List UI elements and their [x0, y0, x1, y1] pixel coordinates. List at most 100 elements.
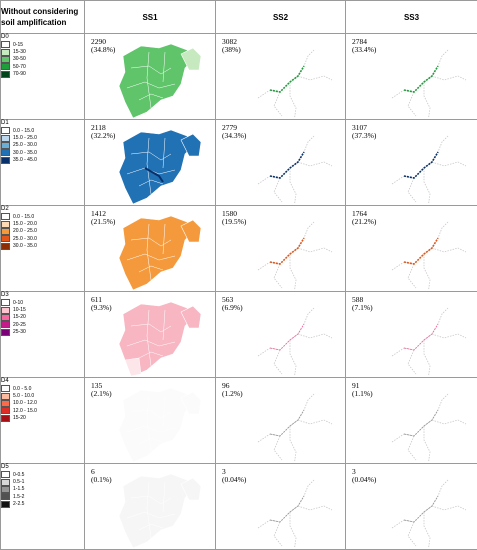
network-map	[391, 393, 467, 462]
damage-value: 2118 (32.2%)	[91, 124, 115, 140]
map-cell-ss2: 2779 (34.3%)	[215, 119, 346, 206]
legend-label: 15.0 - 20.0	[13, 221, 37, 228]
damage-percent: (0.04%)	[222, 475, 247, 484]
boundary-line	[162, 51, 166, 83]
map-cell-ss3: 3 (0.04%)	[345, 463, 477, 550]
district-region	[118, 129, 196, 204]
network-outline	[257, 135, 333, 204]
legend-label: 15.0 - 25.0	[13, 135, 37, 142]
map-cell-ss2: 3 (0.04%)	[215, 463, 346, 550]
network-map	[257, 393, 333, 462]
network-map	[391, 307, 467, 376]
damage-value: 135 (2.1%)	[91, 382, 112, 398]
district-lobe	[180, 477, 202, 501]
damaged-segment	[269, 323, 305, 351]
map-cell-ss1: 1412 (21.5%)	[84, 205, 216, 292]
damage-map	[118, 387, 202, 462]
damage-percent: (9.3%)	[91, 303, 112, 312]
damage-map	[118, 473, 202, 548]
damage-map	[391, 135, 467, 204]
district-map	[118, 473, 202, 548]
damage-count: 2784	[352, 37, 367, 46]
damaged-segment	[269, 151, 305, 179]
legend-label: 30.0 - 35.0	[13, 149, 37, 156]
district-map	[118, 129, 202, 204]
damage-count: 2118	[91, 123, 106, 132]
legend-title: D2	[1, 206, 9, 212]
boundary-line	[138, 437, 164, 445]
damage-percent: (21.2%)	[352, 217, 377, 226]
network-map	[391, 49, 467, 118]
legend-cell: D1 0.0 - 15.0 15.0 - 25.0 25.0 - 30.0 30.0 -…	[0, 119, 85, 206]
damaged-segment	[269, 237, 305, 265]
legend-swatch	[1, 134, 10, 142]
damaged-segment	[403, 409, 439, 437]
damage-value: 2290 (34.8%)	[91, 38, 115, 54]
legend-cell: D5 0-0.5 0.5-1 1-1.5 1.5-2 2-2.5	[0, 463, 85, 550]
legend-label: 35.0 - 45.0	[13, 157, 37, 164]
legend-swatch	[1, 500, 10, 508]
legend-label: 20-25	[13, 321, 26, 328]
header-row: Without considering soil amplification S…	[0, 0, 477, 34]
map-cell-ss1: 2290 (34.8%)	[84, 33, 216, 120]
district-lobe	[180, 133, 202, 157]
damage-row-d3: D3 0-10 10-15 15-20 20-25 25-30 611 (9.3%) 563 (6…	[0, 291, 477, 378]
damage-row-d0: D0 0-15 15-30 30-50 50-70 70-90 2290 (34.8%) 308…	[0, 33, 477, 120]
boundary-line	[146, 395, 152, 453]
legend-cell: D2 0.0 - 15.0 15.0 - 20.0 20.0 - 25.0 25.0 -…	[0, 205, 85, 292]
damage-count: 3	[222, 467, 226, 476]
damage-percent: (32.2%)	[91, 131, 116, 140]
map-cell-ss2: 1580 (19.5%)	[215, 205, 346, 292]
legend-swatch	[1, 63, 10, 71]
legend-label: 0-10	[13, 299, 24, 306]
district-lobe	[180, 391, 202, 415]
district-region	[118, 473, 196, 548]
legend-title: D4	[1, 378, 9, 384]
legend-label: 0-0.5	[13, 471, 25, 478]
legend-swatch	[1, 70, 10, 78]
damage-percent: (37.3%)	[352, 131, 377, 140]
network-outline	[391, 221, 467, 290]
legend-swatch	[1, 306, 10, 314]
damage-map	[257, 49, 333, 118]
network-outline	[391, 135, 467, 204]
network-outline	[391, 49, 467, 118]
legend-item: 15-20	[1, 313, 84, 321]
legend-item: 0.5-1	[1, 478, 84, 486]
boundary-line	[162, 481, 166, 513]
damage-count: 588	[352, 295, 364, 304]
legend-swatch	[1, 242, 10, 250]
legend-label: 15-20	[13, 415, 26, 422]
legend-label: 15-20	[13, 314, 26, 321]
damaged-segment	[269, 65, 305, 93]
legend-title: D0	[1, 34, 9, 40]
damage-percent: (33.4%)	[352, 45, 377, 54]
damage-row-d2: D2 0.0 - 15.0 15.0 - 20.0 20.0 - 25.0 25.0 -…	[0, 205, 477, 292]
network-outline	[391, 479, 467, 548]
damage-count: 563	[222, 295, 234, 304]
damage-percent: (19.5%)	[222, 217, 247, 226]
legend-swatch	[1, 299, 10, 307]
district-map	[118, 43, 202, 118]
district-map	[118, 215, 202, 290]
boundary-line	[126, 339, 176, 347]
legend-swatch	[1, 407, 10, 415]
network-outline	[257, 221, 333, 290]
boundary-line	[146, 309, 152, 367]
corner-header: Without considering soil amplification	[0, 0, 85, 34]
damage-count: 611	[91, 295, 102, 304]
map-cell-ss2: 563 (6.9%)	[215, 291, 346, 378]
damage-count: 1412	[91, 209, 106, 218]
legend-swatch	[1, 235, 10, 243]
legend-swatch	[1, 141, 10, 149]
network-map	[257, 479, 333, 548]
damage-count: 96	[222, 381, 230, 390]
legend-swatch	[1, 399, 10, 407]
district-region	[118, 215, 196, 290]
damage-map	[257, 221, 333, 290]
damage-map	[391, 307, 467, 376]
damaged-segment	[403, 323, 439, 351]
damage-value: 2779 (34.3%)	[222, 124, 246, 140]
boundary-line	[130, 409, 172, 419]
damage-map	[391, 479, 467, 548]
